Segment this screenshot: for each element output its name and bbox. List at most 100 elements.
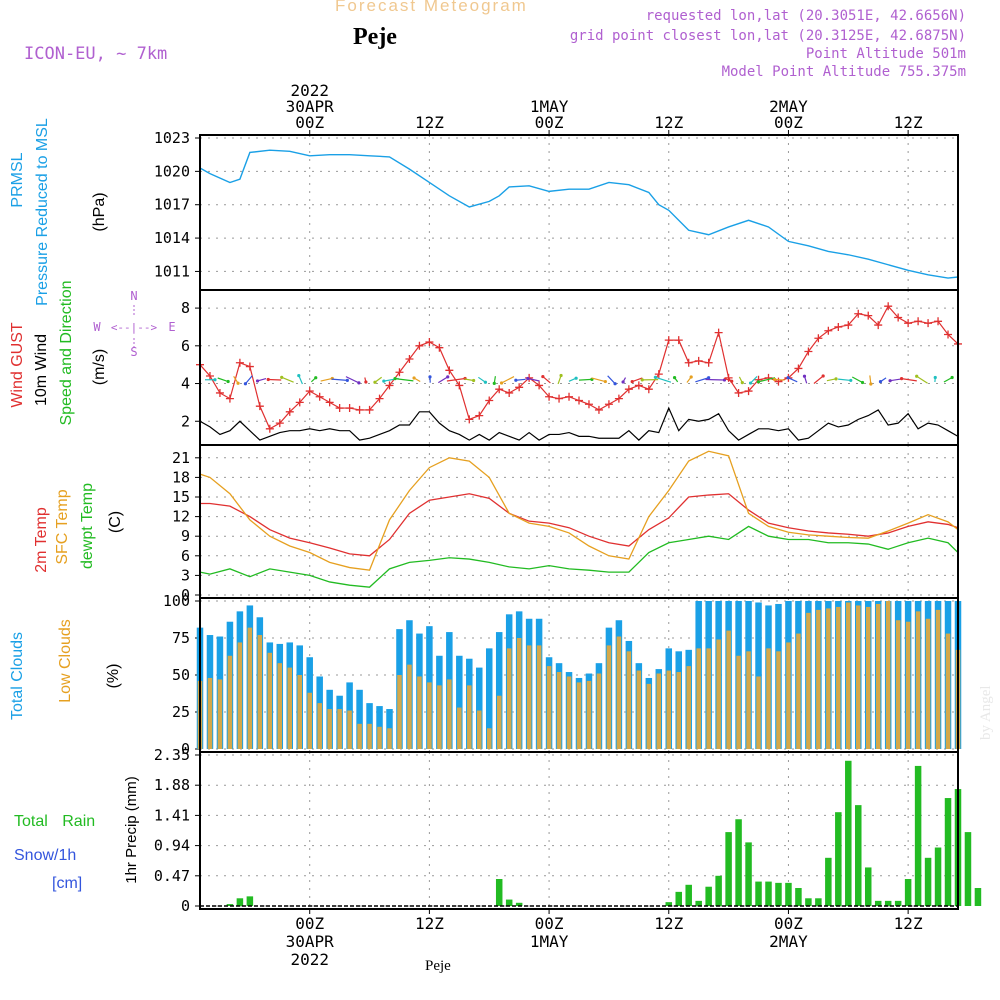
wind-arrow-head [653,375,657,379]
low-cloud-bar [856,605,861,749]
wind-arrow [446,377,466,382]
wind-arrow [655,376,672,383]
wind-arrow-head [640,378,644,382]
rain-bar [675,891,682,906]
wind-arrow-head [541,374,545,379]
wind-arrow-head [849,378,853,383]
compass-n: N [130,289,137,303]
wind-arrow [281,376,294,383]
low-cloud-bar [556,672,562,749]
rain-bar [924,857,932,906]
precip-axis-label: 1hr Precip (mm) [123,776,140,884]
rain-bar [715,875,722,906]
y-tick-label: 0.47 [154,867,190,885]
low-cloud-bar [357,723,362,749]
pressure-label-full: Pressure Reduced to MSL [34,118,51,306]
wind-arrow [438,376,449,384]
wind-arrow-head [472,378,476,383]
gust-marker [694,356,703,365]
low-cloud-bar [437,685,442,749]
wind-arrow-head [280,375,284,379]
wind-arrow [394,378,414,382]
low-cloud-bar [786,642,791,749]
y-tick-label: 0 [181,897,190,915]
total-cloud-bar [495,632,503,749]
low-cloud-bar [905,621,911,749]
rain-bar [884,900,892,906]
low-cloud-bar [736,655,741,749]
rain-bar [665,902,673,906]
rain-bar [755,881,762,906]
wind-arrow [851,376,863,384]
y-tick-label: 6 [181,547,190,565]
gust-marker [774,377,783,386]
wind-arrow [345,376,360,384]
low-cloud-bar [706,648,711,749]
low-cloud-bar [227,655,233,749]
y-tick-label: 1014 [154,229,190,247]
low-cloud-bar [247,627,253,749]
low-cloud-bar [895,620,901,749]
time-label-top: 1MAY [530,97,569,116]
pressure-line [199,149,959,279]
gust-marker [495,385,504,394]
gust-marker [584,400,593,409]
gust-marker [325,398,334,407]
wind-arrow-head [213,378,217,382]
wind-arrow [578,378,592,381]
wind-arrow [695,377,709,383]
rain-bar [515,902,523,906]
low-cloud-bar [477,710,482,749]
precip-label-rain: Total Rain [14,813,95,830]
low-cloud-bar [347,710,352,749]
gust-marker [624,385,633,394]
y-tick-label: 1023 [154,129,190,147]
gust-marker [594,405,603,414]
low-cloud-bar [756,676,761,749]
y-tick-label: 4 [181,375,190,393]
gust-marker [824,326,833,335]
temp-label-dewpt: dewpt Temp [79,483,96,569]
time-label-bottom: 30APR [286,932,335,951]
gust-marker [575,396,583,405]
wind-arrow [542,376,551,384]
gust-marker [235,358,244,367]
wind-arrow [838,378,851,382]
rain-bar [894,900,902,906]
low-cloud-bar [457,707,462,749]
wind-arrow-head [345,378,349,382]
gust-marker [475,411,484,420]
gust-marker [814,334,823,343]
y-tick-label: 18 [172,468,190,486]
y-tick-label: 1020 [154,162,190,180]
gust-marker [944,330,953,339]
model-label: ICON-EU, ~ 7km [24,44,168,64]
rain-bar [825,857,832,906]
wind-arrow-head [499,381,504,385]
low-cloud-bar [865,606,871,749]
low-cloud-bar [696,648,701,749]
wind-arrow-head [603,379,607,384]
panel-frame-precip [199,751,959,910]
low-cloud-bar [566,676,572,749]
gust-marker [405,355,414,364]
y-tick-label: 9 [181,527,190,545]
total-cloud-bar [755,602,762,749]
wind-arrow-head [226,379,230,384]
temp-label-sfc: SFC Temp [54,489,71,564]
gust-marker [644,385,653,394]
low-cloud-bar [287,667,293,749]
wind-arrow-head [888,379,892,383]
wind-arrow-head [297,373,301,378]
rain-bar [236,898,244,906]
low-cloud-bar [935,609,941,749]
rain-bar [695,900,702,906]
low-cloud-bar [516,638,522,749]
low-cloud-bar [915,611,921,749]
low-cloud-bar [636,670,642,749]
wind-arrow-head [483,380,488,384]
gust-marker [455,381,464,390]
temp-2m-line [200,493,959,557]
gust-marker [545,392,554,401]
